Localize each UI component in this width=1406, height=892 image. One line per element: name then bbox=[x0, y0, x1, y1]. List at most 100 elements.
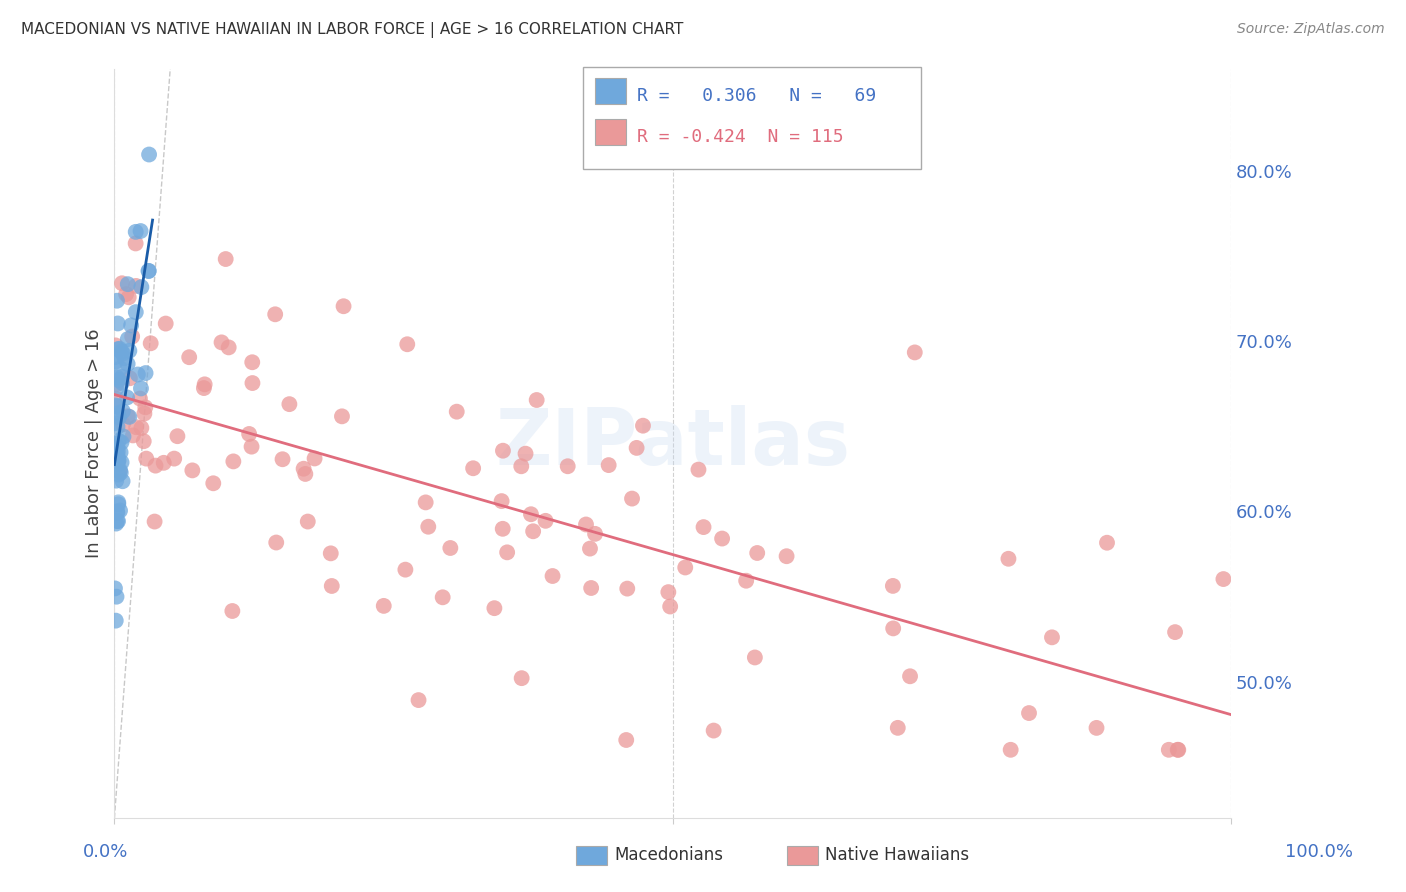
Point bbox=[110, 445, 132, 459]
Point bbox=[104, 582, 127, 596]
Point bbox=[107, 497, 129, 511]
Point bbox=[110, 455, 132, 469]
Point bbox=[107, 342, 129, 356]
Point bbox=[107, 467, 129, 482]
Point bbox=[111, 346, 134, 360]
Point bbox=[117, 357, 139, 371]
Point bbox=[703, 723, 725, 738]
Point bbox=[110, 344, 132, 359]
Point bbox=[657, 585, 679, 599]
Point bbox=[626, 441, 648, 455]
Point bbox=[621, 491, 644, 506]
Point bbox=[1095, 535, 1118, 549]
Point bbox=[111, 417, 134, 432]
Point bbox=[510, 459, 533, 474]
Point bbox=[1212, 572, 1234, 586]
Point bbox=[105, 293, 128, 308]
Point bbox=[264, 535, 287, 549]
Point bbox=[104, 398, 127, 412]
Point bbox=[108, 373, 131, 387]
Point bbox=[115, 287, 138, 301]
Point bbox=[418, 519, 440, 533]
Point bbox=[145, 458, 167, 473]
Point bbox=[118, 409, 141, 424]
Point bbox=[138, 264, 160, 278]
Point bbox=[222, 454, 245, 468]
Point bbox=[439, 541, 461, 555]
Point bbox=[110, 361, 132, 376]
Point bbox=[107, 419, 129, 434]
Point bbox=[240, 355, 263, 369]
Point bbox=[744, 650, 766, 665]
Point bbox=[297, 515, 319, 529]
Point bbox=[510, 671, 533, 685]
Point bbox=[242, 376, 264, 390]
Point bbox=[211, 335, 233, 350]
Point bbox=[105, 392, 128, 406]
Point bbox=[138, 147, 160, 161]
Point bbox=[215, 252, 238, 266]
Point bbox=[415, 495, 437, 509]
Point bbox=[747, 546, 769, 560]
Point bbox=[112, 429, 135, 443]
Point bbox=[194, 377, 217, 392]
Point bbox=[541, 569, 564, 583]
Point bbox=[135, 451, 157, 466]
Point bbox=[107, 453, 129, 467]
Point bbox=[111, 376, 134, 390]
Point bbox=[898, 669, 921, 683]
Point bbox=[110, 435, 132, 450]
Point bbox=[1000, 743, 1022, 757]
Point bbox=[278, 397, 301, 411]
Point bbox=[271, 452, 294, 467]
Point bbox=[108, 464, 131, 478]
Point bbox=[240, 440, 263, 454]
Point bbox=[104, 436, 127, 450]
Point bbox=[125, 279, 148, 293]
Point bbox=[534, 514, 557, 528]
Point bbox=[692, 520, 714, 534]
Point bbox=[124, 236, 146, 251]
Point bbox=[997, 551, 1019, 566]
Point bbox=[105, 370, 128, 384]
Point bbox=[131, 280, 153, 294]
Point bbox=[373, 599, 395, 613]
Point bbox=[118, 290, 141, 304]
Point bbox=[882, 621, 904, 635]
Point bbox=[294, 467, 316, 481]
Point bbox=[105, 505, 128, 519]
Point bbox=[107, 457, 129, 471]
Point bbox=[1164, 625, 1187, 640]
Point bbox=[332, 299, 354, 313]
Point bbox=[104, 338, 127, 352]
Point bbox=[163, 451, 186, 466]
Point bbox=[105, 399, 128, 413]
Point bbox=[107, 441, 129, 455]
Point bbox=[108, 503, 131, 517]
Point bbox=[107, 406, 129, 420]
Point bbox=[105, 506, 128, 520]
Point bbox=[735, 574, 758, 588]
Point bbox=[131, 421, 153, 435]
Point bbox=[129, 392, 152, 406]
Point bbox=[139, 336, 162, 351]
Point bbox=[135, 366, 157, 380]
Point bbox=[107, 317, 129, 331]
Point bbox=[463, 461, 485, 475]
Point bbox=[108, 342, 131, 356]
Point bbox=[1085, 721, 1108, 735]
Point bbox=[104, 354, 127, 368]
Point bbox=[484, 601, 506, 615]
Text: Native Hawaiians: Native Hawaiians bbox=[825, 846, 970, 863]
Point bbox=[616, 582, 638, 596]
Point bbox=[134, 401, 156, 415]
Point bbox=[631, 418, 654, 433]
Point bbox=[129, 381, 152, 395]
Point bbox=[105, 474, 128, 488]
Point bbox=[143, 515, 166, 529]
Point bbox=[122, 428, 145, 442]
Point bbox=[614, 733, 637, 747]
Point bbox=[108, 463, 131, 477]
Point bbox=[492, 522, 515, 536]
Point bbox=[118, 371, 141, 385]
